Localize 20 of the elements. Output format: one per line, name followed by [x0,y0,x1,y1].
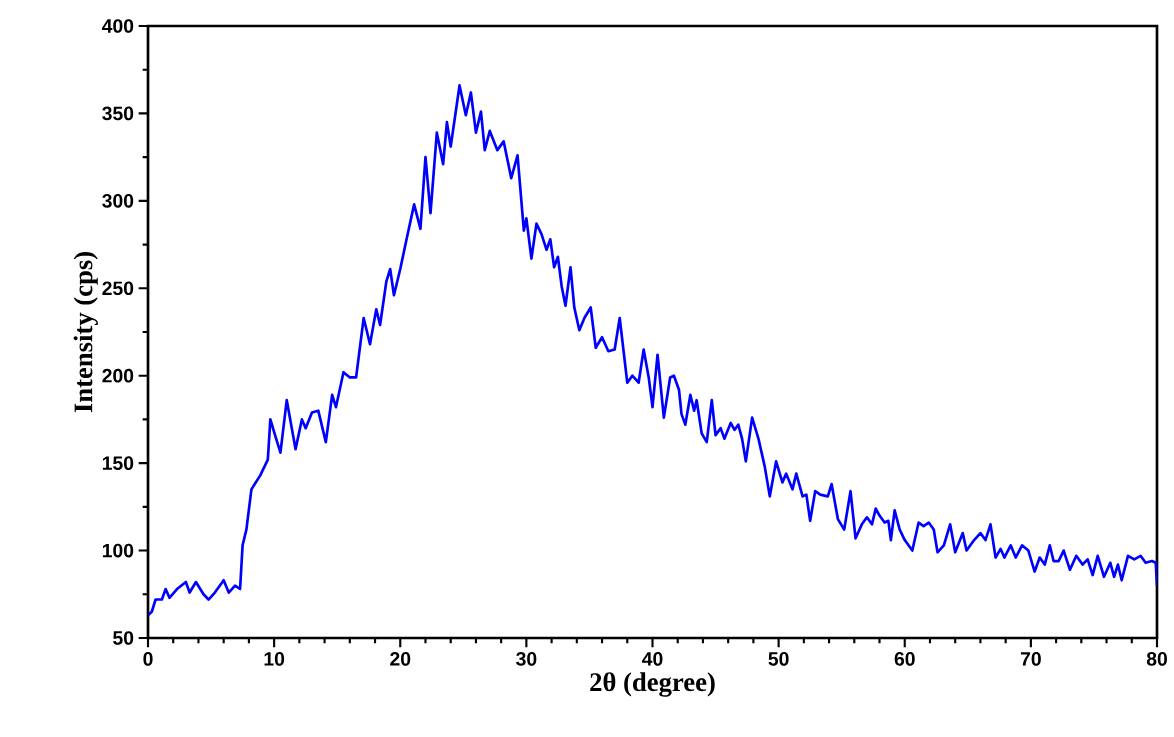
y-axis-title: Intensity (cps) [73,252,98,413]
x-tick-label: 0 [143,652,153,666]
x-tick-label: 70 [1020,652,1041,666]
x-tick-label: 20 [390,652,411,666]
y-tick-label: 400 [102,19,134,33]
x-tick-label: 40 [642,652,663,666]
y-tick-label: 300 [102,193,134,208]
x-axis-title: 2θ (degree) [590,672,715,697]
x-tick-label: 30 [516,652,537,666]
x-tick-label: 10 [264,652,285,666]
y-tick-label: 200 [102,368,134,383]
y-tick-label: 50 [113,631,134,645]
y-tick-label: 100 [102,543,134,558]
y-tick-label: 350 [102,106,134,121]
y-tick-label: 150 [102,456,134,470]
line-series [148,84,1157,617]
x-tick-label: 50 [768,652,789,666]
x-tick-label: 80 [1146,652,1167,666]
y-tick-label: 250 [102,281,134,296]
x-tick-label: 60 [894,652,915,666]
